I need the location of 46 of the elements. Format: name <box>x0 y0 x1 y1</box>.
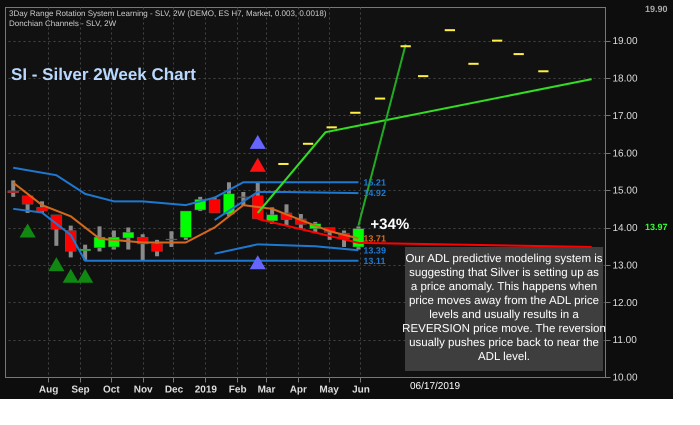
line-series <box>12 208 360 262</box>
x-tick-label: Feb <box>228 384 247 396</box>
candlestick <box>7 180 19 197</box>
data-label: 13.11 <box>363 256 386 266</box>
x-tick-label: Oct <box>102 384 120 396</box>
y-tick-label: 12.00 <box>612 298 638 309</box>
text: 06/17/2019 <box>410 381 460 392</box>
point <box>250 255 266 270</box>
y-tick-label: 18.00 <box>612 74 638 85</box>
point <box>20 224 36 238</box>
text: 19.90 <box>645 4 668 14</box>
annotation: +34% <box>370 216 410 233</box>
data-label: 13.71 <box>363 233 386 244</box>
x-tick-label: Apr <box>290 384 308 396</box>
candlestick <box>208 196 220 214</box>
candlestick <box>151 240 163 256</box>
y-tick-label: 16.00 <box>612 148 638 160</box>
annotation: Donchian Channels - SLV, 2W <box>9 19 117 28</box>
y-tick-label: 13.00 <box>612 260 638 272</box>
x-tick-label: May <box>319 384 340 396</box>
y-tick-label: 11.00 <box>612 335 638 346</box>
text: 13.97 <box>645 222 668 232</box>
annotation: Our ADL predictive modeling system is suggesting that Silver is setting up as a price anomaly. This happens when price moves away from the ADL price levels and usually results in a REVERSION price move. The reversion usually pushes price back to near the ADL level. <box>402 253 606 363</box>
y-tick-label: 14.00 <box>612 223 638 234</box>
point <box>48 257 64 272</box>
point <box>62 268 79 283</box>
line-series <box>214 243 360 255</box>
x-tick-label: Mar <box>258 384 276 396</box>
x-tick-label: Jun <box>352 384 370 396</box>
x-tick-label: Nov <box>134 384 154 396</box>
y-tick-label: 10.00 <box>612 372 638 384</box>
x-tick-label: Aug <box>38 384 58 396</box>
point <box>77 268 94 283</box>
y-tick-label: 19.00 <box>612 36 638 48</box>
y-tick-label: 15.00 <box>612 186 638 197</box>
x-tick-label: Sep <box>71 384 90 396</box>
point <box>250 158 266 172</box>
text: SI - Silver 2Week Chart <box>11 65 196 84</box>
x-tick-label: Dec <box>164 384 184 396</box>
x-tick-label: 2019 <box>194 384 218 396</box>
candlestick <box>122 228 134 250</box>
data-label: 13.39 <box>363 245 386 256</box>
annotation: 3Day Range Rotation System Learning - SLV, 2W (DEMO, ES H7, Market, 0.003, 0.0018) <box>9 9 327 18</box>
y-tick-label: 17.00 <box>612 110 638 122</box>
point <box>250 134 266 149</box>
line-series <box>12 166 360 206</box>
